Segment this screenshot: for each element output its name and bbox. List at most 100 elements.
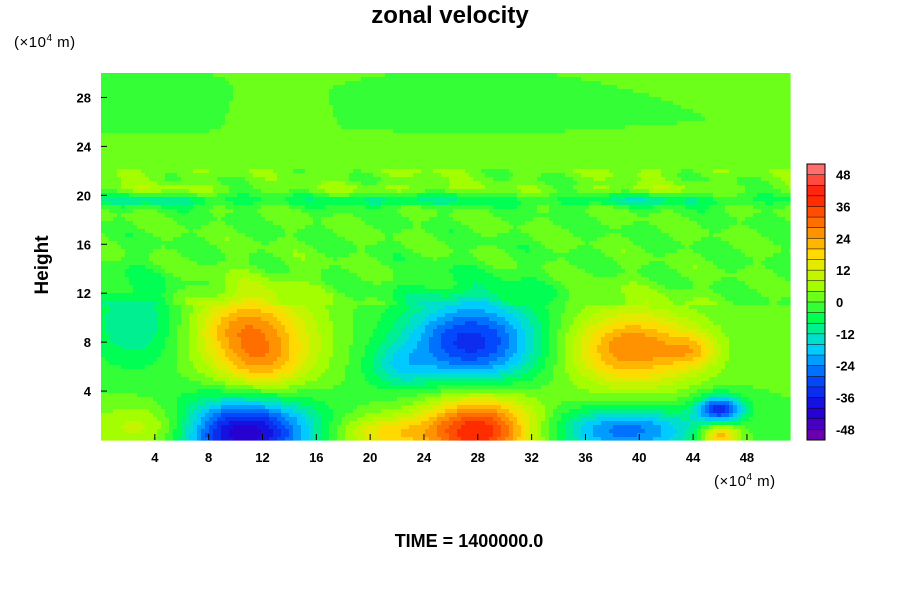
heatmap-cell <box>465 149 470 154</box>
heatmap-cell <box>769 117 774 122</box>
heatmap-cell <box>529 125 534 130</box>
heatmap-cell <box>181 81 186 86</box>
heatmap-cell <box>693 181 698 186</box>
heatmap-cell <box>721 133 726 138</box>
heatmap-cell <box>585 93 590 98</box>
heatmap-cell <box>553 97 558 102</box>
heatmap-cell <box>489 113 494 118</box>
heatmap-cell <box>405 73 410 78</box>
heatmap-cell <box>157 157 162 162</box>
heatmap-cell <box>417 125 422 130</box>
heatmap-cell <box>177 153 182 158</box>
heatmap-cell <box>657 177 662 182</box>
heatmap-cell <box>341 161 346 166</box>
heatmap-cell <box>433 81 438 86</box>
heatmap-cell <box>613 81 618 86</box>
heatmap-cell <box>477 101 482 106</box>
heatmap-cell <box>653 77 658 82</box>
heatmap-cell <box>109 129 114 134</box>
heatmap-cell <box>257 85 262 90</box>
heatmap-cell <box>437 165 442 170</box>
heatmap-cell <box>437 113 442 118</box>
heatmap-cell <box>517 81 522 86</box>
heatmap-cell <box>525 85 530 90</box>
heatmap-cell <box>309 113 314 118</box>
heatmap-cell <box>165 161 170 166</box>
heatmap-cell <box>281 157 286 162</box>
heatmap-cell <box>225 129 230 134</box>
heatmap-cell <box>769 153 774 158</box>
heatmap-cell <box>321 117 326 122</box>
heatmap-cell <box>753 137 758 142</box>
heatmap-cell <box>593 141 598 146</box>
heatmap-cell <box>345 129 350 134</box>
heatmap-cell <box>101 73 106 78</box>
heatmap-cell <box>509 117 514 122</box>
heatmap-cell <box>373 145 378 150</box>
heatmap-cell <box>661 181 666 186</box>
heatmap-cell <box>237 149 242 154</box>
heatmap-cell <box>329 133 334 138</box>
heatmap-cell <box>665 73 670 78</box>
heatmap-cell <box>569 121 574 126</box>
heatmap-cell <box>765 85 770 90</box>
heatmap-cell <box>749 177 754 182</box>
heatmap-cell <box>621 185 626 190</box>
heatmap-cell <box>529 121 534 126</box>
heatmap-cell <box>237 137 242 142</box>
heatmap-cell <box>549 173 554 178</box>
heatmap-cell <box>669 153 674 158</box>
heatmap-cell <box>181 85 186 90</box>
heatmap-cell <box>385 129 390 134</box>
heatmap-cell <box>569 149 574 154</box>
heatmap-cell <box>661 141 666 146</box>
heatmap-cell <box>277 93 282 98</box>
heatmap-cell <box>341 77 346 82</box>
heatmap-cell <box>373 165 378 170</box>
heatmap-cell <box>165 85 170 90</box>
heatmap-cell <box>317 153 322 158</box>
heatmap-cell <box>761 173 766 178</box>
heatmap-cell <box>573 117 578 122</box>
heatmap-cell <box>765 153 770 158</box>
heatmap-cell <box>545 141 550 146</box>
heatmap-cell <box>213 161 218 166</box>
heatmap-cell <box>181 145 186 150</box>
heatmap-cell <box>701 149 706 154</box>
heatmap-cell <box>329 173 334 178</box>
heatmap-cell <box>581 133 586 138</box>
heatmap-cell <box>237 177 242 182</box>
heatmap-cell <box>689 185 694 190</box>
heatmap-cell <box>289 113 294 118</box>
heatmap-cell <box>493 133 498 138</box>
heatmap-cell <box>509 169 514 174</box>
heatmap-cell <box>405 109 410 114</box>
heatmap-cell <box>605 145 610 150</box>
heatmap-cell <box>733 125 738 130</box>
heatmap-cell <box>481 185 486 190</box>
heatmap-cell <box>441 157 446 162</box>
heatmap-cell <box>649 141 654 146</box>
heatmap-cell <box>581 101 586 106</box>
heatmap-cell <box>593 125 598 130</box>
heatmap-cell <box>497 85 502 90</box>
heatmap-cell <box>185 173 190 178</box>
heatmap-cell <box>777 105 782 110</box>
heatmap-cell <box>209 113 214 118</box>
heatmap-cell <box>409 177 414 182</box>
heatmap-cell <box>525 97 530 102</box>
heatmap-cell <box>721 129 726 134</box>
heatmap-cell <box>165 113 170 118</box>
heatmap-cell <box>557 121 562 126</box>
heatmap-cell <box>261 145 266 150</box>
heatmap-cell <box>521 101 526 106</box>
heatmap-cell <box>461 137 466 142</box>
heatmap-cell <box>781 113 786 118</box>
heatmap-cell <box>333 125 338 130</box>
heatmap-cell <box>141 121 146 126</box>
heatmap-cell <box>785 97 790 102</box>
heatmap-cell <box>421 97 426 102</box>
heatmap-cell <box>189 181 194 186</box>
heatmap-cell <box>357 153 362 158</box>
